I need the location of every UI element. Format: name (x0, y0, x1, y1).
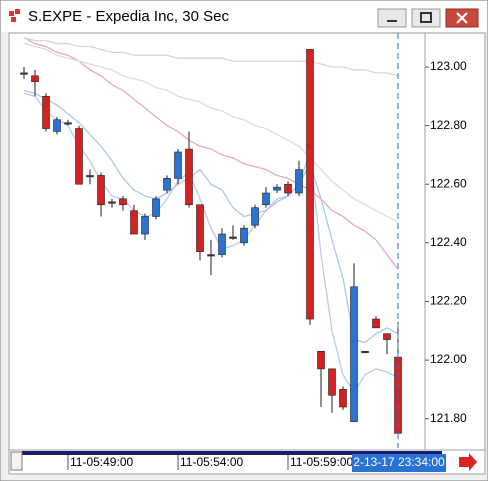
candle-body (383, 333, 391, 340)
moving-average (23, 92, 399, 394)
x-tick-label: 11-05:49:00 (70, 455, 133, 469)
candle-body (97, 175, 105, 206)
candle-body (240, 227, 248, 244)
x-tick-label: 11-05:59:00 (290, 455, 353, 469)
candle-body (53, 119, 61, 132)
candle-body (295, 169, 303, 194)
candle-body (130, 210, 138, 235)
cursor-label: 2-13-17 23:34:00 (353, 455, 445, 469)
y-tick-label: 122.20 (430, 294, 467, 308)
moving-average (23, 89, 399, 344)
candle-body (284, 183, 292, 194)
candle-body (163, 178, 171, 191)
candle-body (174, 151, 182, 179)
candle-body (328, 368, 336, 396)
y-tick-label: 121.80 (430, 411, 467, 425)
candle-body (185, 148, 193, 206)
candle-body (361, 350, 369, 354)
y-tick-label: 123.00 (430, 59, 467, 73)
candle-body (306, 49, 314, 320)
maximize-glyph (420, 12, 432, 23)
y-tick-label: 122.60 (430, 176, 467, 190)
y-tick-label: 122.00 (430, 352, 467, 366)
candle-body (20, 72, 28, 75)
close-glyph (456, 12, 468, 24)
moving-average (23, 37, 399, 77)
candle-body (119, 198, 127, 206)
candle-body (229, 236, 237, 239)
scroll-right-arrow[interactable] (459, 453, 477, 471)
candle-body (196, 204, 204, 252)
candle-body (372, 318, 380, 329)
candle-body (86, 175, 94, 178)
moving-average (23, 42, 399, 223)
candle-body (75, 128, 83, 185)
x-tick-label: 11-05:54:00 (180, 455, 243, 469)
app-icon (9, 9, 20, 22)
maximize-button[interactable] (411, 8, 441, 28)
candle-body (42, 96, 50, 129)
candle-body (251, 207, 259, 226)
candle-body (64, 122, 72, 125)
candle-body (350, 286, 358, 422)
scroll-thumb[interactable] (10, 451, 23, 471)
candle-body (31, 75, 39, 82)
y-tick-label: 122.40 (430, 235, 467, 249)
candle-body (218, 233, 226, 255)
minimize-button[interactable] (377, 8, 407, 28)
cursor-label-bg (352, 454, 446, 472)
candle-body (339, 389, 347, 408)
candle-body (317, 350, 325, 370)
scroll-track (22, 451, 442, 455)
candle-body (141, 216, 149, 235)
candle-body (108, 201, 116, 204)
moving-average (23, 37, 399, 270)
candle-body (262, 192, 270, 206)
candle-body (273, 186, 281, 191)
candle-body (207, 254, 215, 257)
window-title: S.EXPE - Expedia Inc, 30 Sec (28, 8, 229, 25)
candle-body (152, 198, 160, 217)
y-tick-label: 122.80 (430, 118, 467, 132)
